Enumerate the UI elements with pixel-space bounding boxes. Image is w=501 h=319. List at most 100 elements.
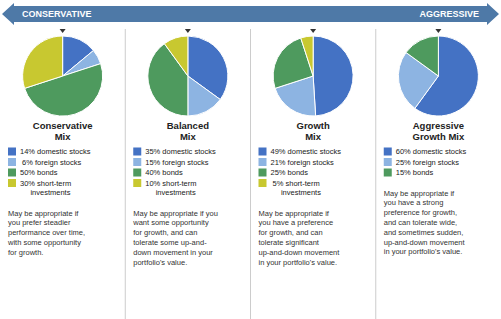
legend-swatch bbox=[8, 179, 16, 187]
description: May be appropriate ifyou have a strongpr… bbox=[384, 189, 466, 257]
text-line: with some opportunity bbox=[7, 238, 81, 247]
legend-label: 35% domestic stocks bbox=[145, 147, 216, 156]
text-line: May be appropriate if bbox=[259, 209, 330, 218]
description: May be appropriate ifyou prefer steadier… bbox=[7, 209, 85, 257]
mix-title: ConservativeMix bbox=[33, 120, 93, 142]
text-line: and can tolerate wide, bbox=[384, 218, 457, 227]
legend-swatch bbox=[133, 169, 141, 177]
pie bbox=[398, 36, 478, 116]
text-line: in your portfolio's value. bbox=[384, 247, 463, 256]
text-line: 5% short-term bbox=[271, 179, 320, 188]
legend-swatch bbox=[384, 169, 392, 177]
legend-swatch bbox=[259, 179, 267, 187]
text-line: up-and-down movement bbox=[384, 238, 466, 247]
legend-swatch bbox=[259, 158, 267, 166]
pie-slice bbox=[164, 36, 188, 76]
text-line: you have a strong bbox=[384, 198, 444, 207]
text-line: 49% domestic stocks bbox=[271, 147, 342, 156]
legend-swatch bbox=[8, 148, 16, 156]
text-line: 35% domestic stocks bbox=[145, 147, 216, 156]
text-line: you prefer steadier bbox=[8, 218, 71, 227]
pie-slice bbox=[313, 36, 353, 116]
pointer bbox=[60, 29, 66, 33]
text-line: and sometimes sudden, bbox=[384, 228, 464, 237]
pie bbox=[273, 36, 353, 116]
description: May be appropriate ifyou have a preferen… bbox=[259, 209, 341, 267]
text-line: Aggressive bbox=[413, 120, 464, 131]
text-line: Mix bbox=[305, 131, 322, 142]
legend-label: 6% foreign stocks bbox=[20, 158, 82, 167]
pie bbox=[23, 36, 103, 116]
legend: 14% domestic stocks 6% foreign stocks50%… bbox=[8, 147, 91, 197]
legend-label: 50% bonds bbox=[20, 168, 58, 177]
text-line: May be appropriate if you bbox=[133, 209, 218, 218]
pointer bbox=[435, 29, 441, 33]
text-line: May be appropriate if bbox=[8, 209, 79, 218]
text-line: Growth bbox=[297, 120, 330, 131]
pointer bbox=[185, 29, 191, 33]
bar-label: AGGRESSIVE bbox=[419, 9, 479, 19]
legend: 49% domestic stocks 21% foreign stocks25%… bbox=[259, 147, 342, 197]
legend-label: 14% domestic stocks bbox=[20, 147, 91, 156]
text-line: 60% domestic stocks bbox=[396, 147, 467, 156]
text-line: 25% foreign stocks bbox=[396, 158, 460, 167]
bar-label: CONSERVATIVE bbox=[22, 9, 92, 19]
legend-label: 15% foreign stocks bbox=[145, 158, 209, 167]
legend-label: 21% foreign stocks bbox=[271, 158, 335, 167]
text-line: tolerate some up-and- bbox=[133, 238, 207, 247]
legend-label: 25% bonds bbox=[271, 168, 309, 177]
text-line: in your portfolio's value. bbox=[259, 258, 338, 267]
legend-swatch bbox=[8, 169, 16, 177]
legend-label: 30% short-term investments bbox=[20, 179, 71, 198]
legend-swatch bbox=[259, 148, 267, 156]
text-line: investments bbox=[271, 188, 322, 197]
text-line: preference for growth, bbox=[384, 208, 457, 217]
text-line: tolerate significant bbox=[259, 238, 320, 247]
text-line: performance over time, bbox=[8, 228, 85, 237]
mix-column: ConservativeMix 14% domestic stocks 6% fo… bbox=[7, 29, 103, 257]
pie-slice bbox=[406, 36, 438, 76]
legend: 60% domestic stocks 25% foreign stocks15%… bbox=[384, 147, 467, 177]
text-line: 21% foreign stocks bbox=[271, 158, 335, 167]
text-line: 15% bonds bbox=[396, 168, 434, 177]
text-line: 14% domestic stocks bbox=[20, 147, 91, 156]
text-line: 6% foreign stocks bbox=[20, 158, 82, 167]
text-line: Conservative bbox=[33, 120, 93, 131]
text-line: 15% foreign stocks bbox=[145, 158, 209, 167]
arrow-bar bbox=[2, 3, 499, 25]
legend-swatch bbox=[8, 158, 16, 166]
text-line: you have a preference bbox=[259, 218, 334, 227]
mix-column: GrowthMix 49% domestic stocks 21% foreign … bbox=[251, 29, 354, 319]
legend-swatch bbox=[259, 169, 267, 177]
divider bbox=[125, 29, 126, 319]
mix-title: BalancedMix bbox=[167, 120, 209, 142]
text-line: for growth. bbox=[8, 248, 43, 257]
text-line: for growth, and can bbox=[259, 228, 323, 237]
legend-label: 5% short-term investments bbox=[271, 179, 322, 198]
divider bbox=[250, 29, 251, 319]
legend: 35% domestic stocks 15% foreign stocks40%… bbox=[133, 147, 216, 197]
figure: ConservativeMix14% domestic stocks 6% fo… bbox=[0, 0, 501, 319]
legend-swatch bbox=[384, 158, 392, 166]
text-line: 10% short-term bbox=[145, 179, 196, 188]
text-line: for growth, and can bbox=[133, 228, 197, 237]
text-line: investments bbox=[145, 188, 196, 197]
text-line: Growth Mix bbox=[413, 131, 465, 142]
text-line: up-and-down movement bbox=[259, 248, 341, 257]
text-line: investments bbox=[20, 188, 71, 197]
text-line: 30% short-term bbox=[20, 179, 71, 188]
mix-column: BalancedMix 35% domestic stocks 15% foreig… bbox=[125, 29, 228, 319]
legend-label: 40% bonds bbox=[145, 168, 183, 177]
legend-label: 60% domestic stocks bbox=[396, 147, 467, 156]
text-line: Mix bbox=[55, 131, 72, 142]
pie-slice bbox=[301, 36, 313, 76]
pie bbox=[148, 36, 228, 116]
text-line: May be appropriate if bbox=[384, 189, 455, 198]
text-line: Balanced bbox=[167, 120, 209, 131]
text-line: 40% bonds bbox=[145, 168, 183, 177]
text-line: Mix bbox=[180, 131, 197, 142]
description: May be appropriate if youwant some oppor… bbox=[132, 209, 218, 267]
text-line: down movement in your bbox=[133, 248, 213, 257]
legend-swatch bbox=[384, 148, 392, 156]
legend-swatch bbox=[133, 179, 141, 187]
